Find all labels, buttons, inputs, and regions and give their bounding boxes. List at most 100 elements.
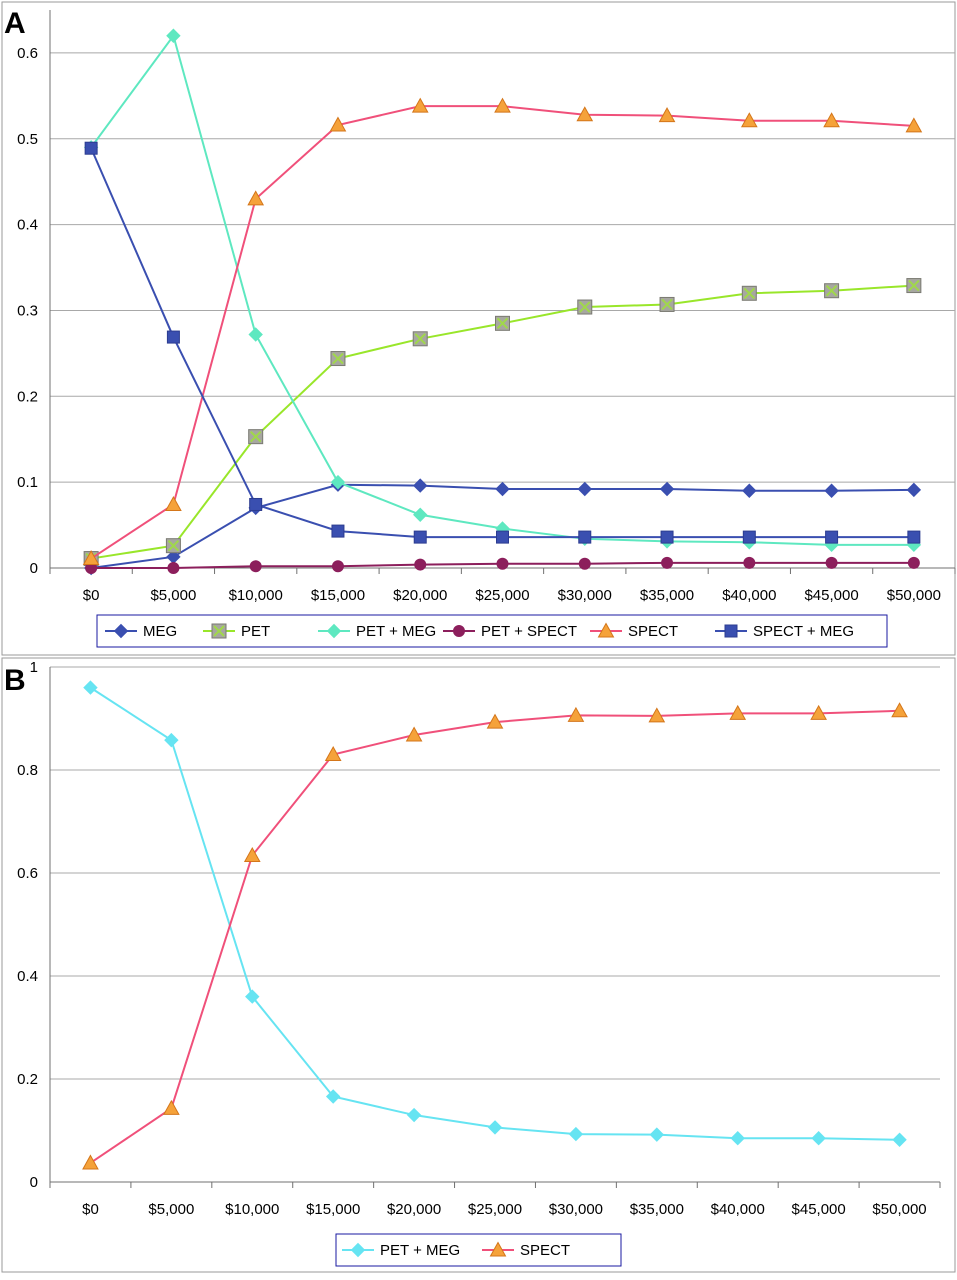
panel-b-line-pet-meg <box>89 686 900 1141</box>
panel-a-legend-marker-pet-cross <box>213 625 225 637</box>
panel-a-point-pet <box>330 351 346 367</box>
panel-b-legend-marker-spect <box>489 1241 507 1257</box>
panel-a-point-spect-meg <box>496 530 509 544</box>
panel-a-point-spect-meg <box>578 530 592 544</box>
panel-b-x-tick-label: $5,000 <box>148 1201 194 1218</box>
panel-a-x-tick-label: $15,000 <box>311 587 365 604</box>
panel-a-point-pet-spect <box>496 557 509 570</box>
panel-a-legend-marker-spect <box>597 622 615 638</box>
panel-b-point-spect <box>648 707 666 723</box>
panel-a-point-meg <box>742 483 757 498</box>
panel-b-x-tick-label: $50,000 <box>872 1201 926 1218</box>
panel-a-point-pet-meg <box>248 327 263 342</box>
panel-a-point-spect-meg <box>907 530 921 544</box>
panel-a-point-pet <box>495 315 510 331</box>
panel-a-x-tick-label: $30,000 <box>558 587 612 604</box>
panel-a-y-tick-label: 0.2 <box>17 388 38 405</box>
panel-a-point-spect-meg <box>825 530 839 544</box>
panel-a-y-tick-label: 0.3 <box>17 302 38 319</box>
panel-b-x-tick-label: $40,000 <box>711 1201 765 1218</box>
panel-a-x-tick-label: $25,000 <box>475 587 529 604</box>
panel-a-point-pet-spect <box>414 558 427 571</box>
panel-a-legend-label-pet-spect: PET + SPECT <box>481 623 577 640</box>
panel-a-point-pet <box>824 283 840 299</box>
panel-b-legend <box>335 1233 622 1267</box>
panel-b-chart: 0 0.2 0.4 0.6 0.8 1 $0 $5,000 $10,000 $15,000 $20,… <box>1 657 956 1273</box>
panel-a-point-pet-cross <box>661 298 673 311</box>
panel-a-point-spect-meg <box>84 141 98 155</box>
panel-a-point-pet <box>165 538 181 554</box>
panel-b-y-tick-label: 0.2 <box>17 1071 38 1088</box>
panel-a-point-pet-meg <box>166 28 181 43</box>
panel-a-legend-marker-pet <box>211 623 227 639</box>
panel-a-point-pet-cross <box>825 285 838 297</box>
panel-a-legend-label-pet: PET <box>241 623 270 640</box>
panel-a-legend-label-meg: MEG <box>143 623 177 640</box>
panel-a-point-pet-meg <box>330 474 346 490</box>
panel-a-point-spect-meg <box>249 497 263 511</box>
panel-b-point-spect <box>891 702 908 718</box>
panel-a-legend-marker-pet-spect <box>453 625 465 637</box>
panel-a-point-pet <box>659 296 675 312</box>
panel-a-point-pet-meg <box>413 507 428 522</box>
panel-a-x-tick-label: $50,000 <box>887 587 941 604</box>
panel-a-legend-label-spect: SPECT <box>628 623 678 640</box>
panel-a-x-tick-label: $5,000 <box>150 587 196 604</box>
panel-b-y-tick-label: 0.6 <box>17 865 38 882</box>
panel-a-x-tick-label: $45,000 <box>804 587 858 604</box>
panel-a-point-spect <box>247 190 265 206</box>
panel-a-point-spect <box>740 112 758 128</box>
panel-b-x-tick-label: $20,000 <box>387 1201 441 1218</box>
panel-a-point-spect <box>576 106 594 122</box>
panel-b-point-pet-meg <box>406 1107 422 1123</box>
panel-a-frame <box>1 1 956 656</box>
panel-a-point-pet-spect <box>825 556 838 569</box>
panel-b-x-tick-label: $25,000 <box>468 1201 522 1218</box>
panel-b-point-spect <box>163 1099 180 1115</box>
panel-b-point-pet-meg <box>245 989 260 1004</box>
panel-a-point-spect <box>165 495 182 511</box>
panel-a-point-spect <box>658 107 676 123</box>
panel-a-legend-marker-spect-meg <box>724 624 738 638</box>
panel-a-x-tick-label: $40,000 <box>722 587 776 604</box>
panel-a-point-pet-spect <box>167 562 180 574</box>
panel-a-point-pet-spect <box>661 556 674 569</box>
panel-a-point-spect <box>329 116 347 132</box>
panel-a-point-spect-meg <box>413 530 427 544</box>
panel-a-point-pet-spect <box>578 557 591 570</box>
panel-b-label: B <box>4 664 26 697</box>
panel-b-x-tick-label: $45,000 <box>792 1201 846 1218</box>
panel-a-point-pet-cross <box>496 317 509 330</box>
panel-b-point-spect <box>243 846 261 862</box>
panel-a-point-meg <box>906 482 922 498</box>
panel-a-chart: 0 0.1 0.2 0.3 0.4 0.5 0.6 $0 $5,000 $10,000 $15,00… <box>1 1 956 656</box>
panel-a-x-tick-label: $0 <box>83 587 100 604</box>
panel-b-legend-label-spect: SPECT <box>520 1242 570 1259</box>
panel-b-frame <box>1 657 956 1273</box>
panel-a-x-tick-label: $10,000 <box>229 587 283 604</box>
panel-a-y-tick-label: 0.1 <box>17 474 38 491</box>
panel-b-point-spect <box>405 726 423 742</box>
panel-a-point-pet-cross <box>414 333 426 345</box>
panel-b-x-tick-label: $0 <box>82 1201 99 1218</box>
panel-a-point-pet-cross <box>332 352 344 365</box>
panel-a-point-spect <box>82 550 100 566</box>
panel-b-point-spect <box>810 704 827 720</box>
panel-b-point-spect <box>486 713 504 729</box>
panel-b-point-spect <box>82 1154 99 1170</box>
panel-b-point-pet-meg <box>164 732 179 748</box>
panel-a-point-meg <box>495 481 510 497</box>
panel-a-point-pet-spect <box>907 556 920 569</box>
panel-b-point-pet-meg <box>325 1089 341 1104</box>
panel-a-point-pet-cross <box>579 301 591 313</box>
panel-a-legend-marker-pet-meg <box>326 623 342 639</box>
panel-b-x-tick-label: $10,000 <box>225 1201 279 1218</box>
panel-a-point-spect <box>411 97 429 113</box>
panel-a-point-spect-meg <box>742 530 756 544</box>
panel-a-line-spect-meg <box>90 147 914 539</box>
panel-a-point-meg <box>577 481 592 497</box>
panel-a-y-tick-label: 0 <box>30 560 38 577</box>
panel-a-point-spect-meg <box>166 330 180 344</box>
panel-a-point-spect-meg <box>331 524 345 538</box>
